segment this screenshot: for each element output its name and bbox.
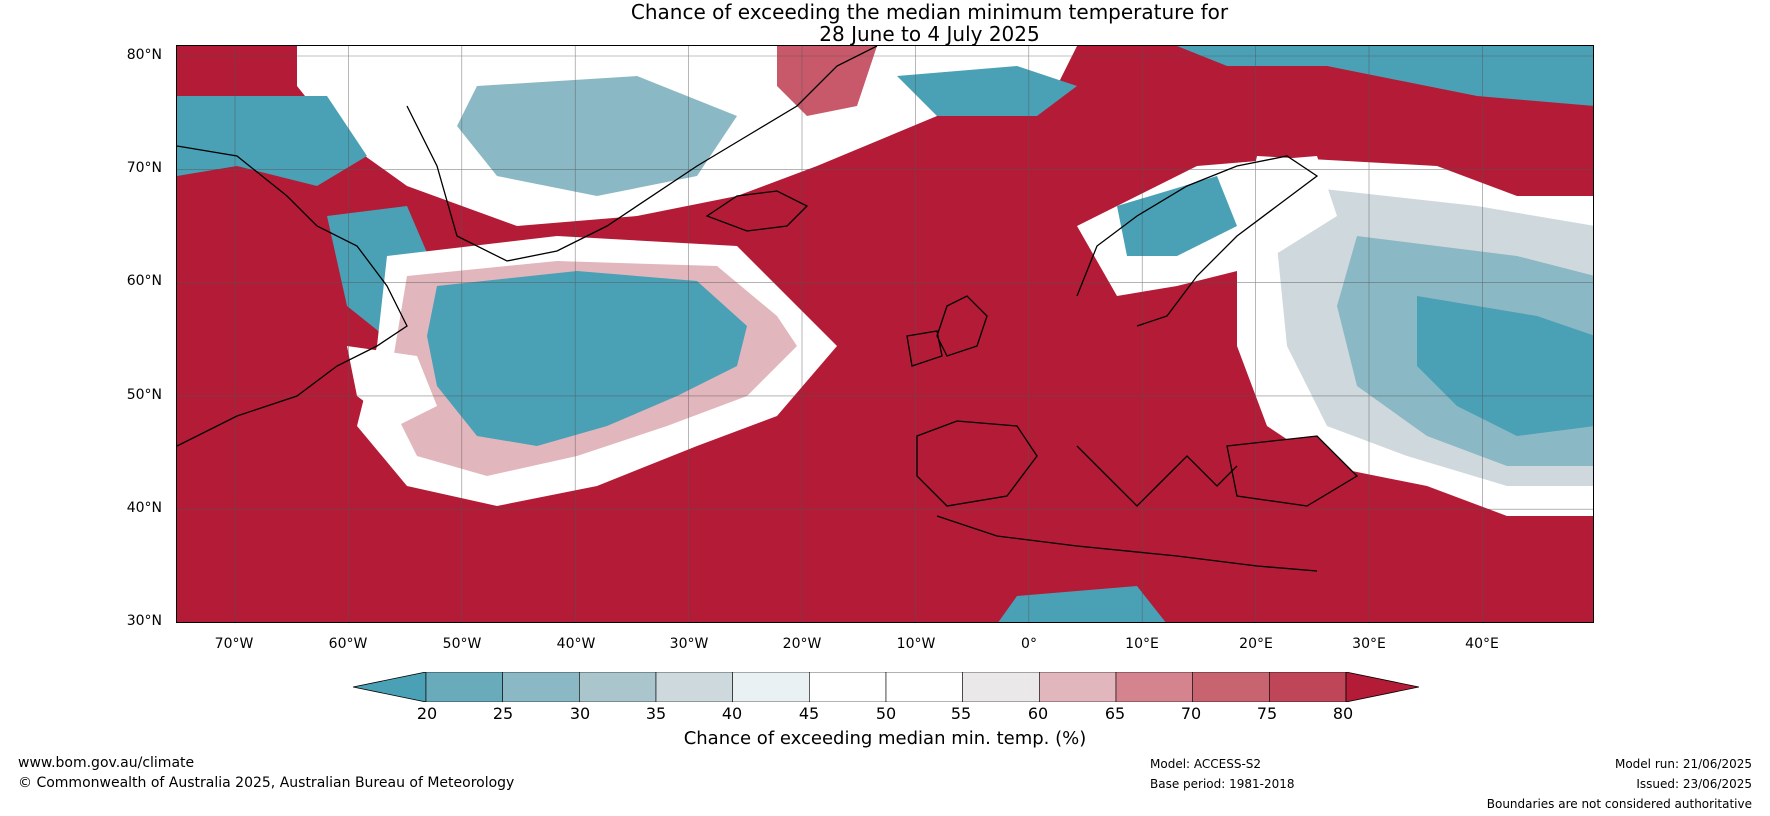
- coast-italy-greece: [1076, 445, 1238, 507]
- lon-label-20w: 20°W: [782, 636, 822, 652]
- colorbar-tick-65: 65: [1104, 704, 1126, 723]
- coast-greenland: [406, 46, 878, 262]
- lon-label-50w: 50°W: [442, 636, 482, 652]
- footer-copyright: © Commonwealth of Australia 2025, Austra…: [18, 775, 515, 791]
- footer-base-period: Base period: 1981-2018: [1150, 777, 1295, 791]
- colorbar-extend-low: [353, 672, 427, 702]
- lat-label-30n: 30°N: [126, 613, 162, 629]
- lat-label-60n: 60°N: [126, 273, 162, 289]
- coast-scandinavia: [1076, 155, 1319, 327]
- colorbar-segment: [579, 672, 657, 702]
- lat-label-40n: 40°N: [126, 500, 162, 516]
- footer-disclaimer: Boundaries are not considered authoritat…: [1486, 797, 1752, 811]
- lon-label-10e: 10°E: [1125, 636, 1159, 652]
- colorbar-extend-high: [1345, 672, 1419, 702]
- region-newfoundland-neutral: [347, 346, 437, 426]
- coast-labrador: [177, 145, 408, 447]
- region-baffin-cool: [177, 96, 367, 186]
- region-arctic-cool: [457, 76, 737, 196]
- lon-label-30e: 30°E: [1352, 636, 1386, 652]
- colorbar-tick-45: 45: [798, 704, 820, 723]
- map-title-line-1: Chance of exceeding the median minimum t…: [630, 0, 1229, 24]
- colorbar-tick-75: 75: [1256, 704, 1278, 723]
- colorbar-tick-60: 60: [1027, 704, 1049, 723]
- colorbar-tick-70: 70: [1180, 704, 1202, 723]
- lat-label-80n: 80°N: [126, 47, 162, 63]
- lon-label-20e: 20°E: [1239, 636, 1273, 652]
- forecast-map: [176, 45, 1594, 623]
- footer-model: Model: ACCESS-S2: [1150, 757, 1262, 771]
- footer-website: www.bom.gov.au/climate: [18, 755, 195, 771]
- colorbar-tick-55: 55: [950, 704, 972, 723]
- colorbar-tick-30: 30: [569, 704, 591, 723]
- colorbar-label: Chance of exceeding median min. temp. (%…: [683, 728, 1087, 749]
- region-northeast-cool: [1177, 46, 1593, 106]
- colorbar-segment: [1039, 672, 1117, 702]
- colorbar-tick-20: 20: [416, 704, 438, 723]
- colorbar-segment: [1269, 672, 1347, 702]
- region-arctic-cool-patch: [897, 66, 1077, 116]
- region-black-sea-warm: [1227, 436, 1357, 506]
- colorbar-tick-80: 80: [1332, 704, 1354, 723]
- region-scandinavia-cool: [1117, 176, 1237, 256]
- lon-label-10w: 10°W: [896, 636, 936, 652]
- lon-label-60w: 60°W: [328, 636, 368, 652]
- footer-model-run: Model run: 21/06/2025: [1614, 757, 1752, 771]
- colorbar-segment: [425, 672, 503, 702]
- colorbar-segment: [1115, 672, 1193, 702]
- graticule-lines: [177, 46, 1593, 622]
- coastlines: [177, 46, 1359, 572]
- colorbar-segment: [962, 672, 1040, 702]
- colorbar-segment: [885, 672, 963, 702]
- colorbar-segment: [1192, 672, 1270, 702]
- colorbar-tick-25: 25: [492, 704, 514, 723]
- lat-label-50n: 50°N: [126, 387, 162, 403]
- coast-iberia: [916, 420, 1038, 507]
- colorbar-segment: [732, 672, 810, 702]
- coast-british-isles: [906, 295, 988, 367]
- coast-black-sea: [1226, 435, 1359, 507]
- map-title-line-2: 28 June to 4 July 2025: [819, 22, 1040, 46]
- colorbar-segment: [655, 672, 733, 702]
- region-east-europe-strong-cool: [1417, 296, 1593, 436]
- region-atlantic-cool-pool: [427, 271, 747, 446]
- footer-issued: Issued: 23/06/2025: [1636, 777, 1752, 791]
- lon-label-40e: 40°E: [1465, 636, 1499, 652]
- region-south-cool: [998, 586, 1166, 622]
- colorbar-tick-40: 40: [721, 704, 743, 723]
- lat-label-70n: 70°N: [126, 160, 162, 176]
- lon-label-40w: 40°W: [556, 636, 596, 652]
- colorbar: [353, 672, 1419, 702]
- colorbar-segment: [809, 672, 887, 702]
- colorbar-tick-50: 50: [875, 704, 897, 723]
- lon-label-0: 0°: [1021, 636, 1037, 652]
- colorbar-tick-35: 35: [645, 704, 667, 723]
- coast-north-africa: [936, 515, 1318, 572]
- colorbar-segment: [502, 672, 580, 702]
- lon-label-30w: 30°W: [669, 636, 709, 652]
- lon-label-70w: 70°W: [214, 636, 254, 652]
- coast-iceland: [705, 190, 809, 232]
